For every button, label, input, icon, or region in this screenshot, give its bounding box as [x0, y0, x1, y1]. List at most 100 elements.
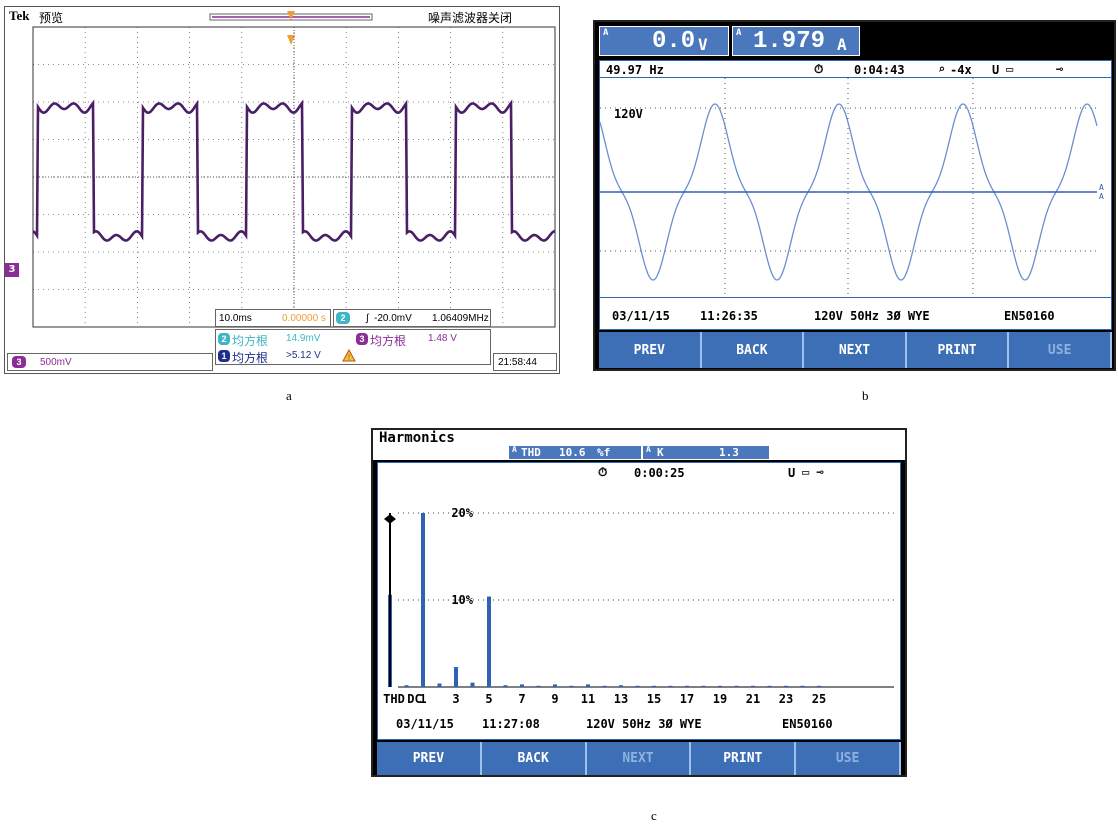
- scope-noise-filter-status: 噪声滤波器关闭: [428, 11, 513, 25]
- k-label: K: [657, 446, 664, 459]
- tick-label-23: 23: [779, 692, 793, 706]
- zoom-value: -4x: [950, 63, 972, 77]
- plug-icon: ⊸: [1056, 62, 1064, 76]
- oscilloscope-panel: Tek 预览 噪声滤波器关闭 3 10.0ms 0.00000 s 2 ∫ -2…: [4, 6, 560, 374]
- back-button[interactable]: BACK: [481, 742, 587, 775]
- tick-label-thd: THD: [383, 692, 405, 706]
- waveform-screen: 49.97 Hz ⏱ 0:04:43 ⌕ -4x U ▭ ⊸ 120V A A …: [599, 60, 1112, 330]
- screen-divider: [600, 77, 1111, 78]
- use-button[interactable]: USE: [796, 742, 901, 775]
- harmonics-screen: ⏱ 0:00:25 U ▭ ⊸ 10% 20% THD DC 1 3 5 7 9 11 13 15 1…: [377, 462, 901, 740]
- gridline-label-10: 10%: [451, 593, 473, 607]
- back-button[interactable]: BACK: [701, 332, 805, 368]
- warning-triangle-icon: !: [342, 349, 356, 362]
- channel-3-scale-readout[interactable]: 3 500mV: [7, 353, 213, 371]
- meas-ch3-chip: 3: [356, 333, 368, 345]
- frequency-value: 49.97 Hz: [606, 63, 664, 77]
- voltage-trace: [600, 103, 1098, 281]
- voltage-unit: V: [698, 35, 708, 54]
- trigger-frequency: 1.06409MHz: [432, 313, 489, 324]
- harmonics-standard: EN50160: [782, 717, 833, 731]
- meas-ch3-label: 均方根: [370, 334, 407, 348]
- next-button[interactable]: NEXT: [804, 332, 907, 368]
- thd-value: 10.6: [559, 446, 586, 459]
- harmonic-bar-23: [784, 685, 788, 687]
- harmonics-bar-chart: 10%20% THD DC1 3 5 7 9 11 13 15 17 19 21 23 25: [383, 506, 894, 706]
- caption-a: a: [286, 388, 292, 403]
- tick-label-5: 5: [485, 692, 492, 706]
- next-button[interactable]: NEXT: [586, 742, 692, 775]
- harmonic-bar-19: [718, 685, 722, 687]
- softkey-row: PREV BACK NEXT PRINT USE: [599, 332, 1112, 368]
- footer-config: 120V 50Hz 3Ø WYE: [814, 309, 930, 323]
- svg-text:!: !: [347, 353, 350, 362]
- harmonic-bar-3: [454, 666, 458, 687]
- current-reading-box: A 1.979 A: [732, 26, 860, 56]
- trigger-slope-icon: ∫: [366, 313, 369, 324]
- battery-icon: ▭ ⊸: [802, 465, 824, 479]
- clock-icon: ⏱: [814, 62, 824, 76]
- thd-label: THD: [521, 446, 541, 459]
- trigger-marker-icon: [287, 35, 295, 45]
- meas-ch1-label: 均方根: [232, 351, 269, 365]
- clock-readout: 21:58:44: [493, 353, 557, 371]
- harmonic-bar-10: [569, 685, 574, 687]
- meas-ch1-value: >5.12 V: [286, 350, 321, 361]
- k-phase-badge: A: [646, 445, 651, 454]
- harmonic-bar-7: [520, 684, 524, 687]
- tick-label-21: 21: [746, 692, 760, 706]
- voltage-waveform-plot: A A: [600, 78, 1104, 297]
- fluke-scope-panel: A 0.0 V A 1.979 A 49.97 Hz ⏱ 0:04:43 ⌕ -…: [593, 20, 1116, 371]
- harmonic-bar-8: [536, 685, 541, 687]
- harmonic-bar-17: [685, 685, 689, 687]
- harmonics-status-flags: U: [788, 466, 796, 480]
- harmonic-bar-dc: [404, 685, 409, 687]
- cursor-arrows-icon: [384, 515, 396, 523]
- voltage-reading-box: A 0.0 V: [599, 26, 729, 56]
- voltage-value: 0.0: [652, 28, 696, 55]
- harmonic-bar-13: [619, 685, 623, 687]
- scope-mode: 预览: [39, 11, 64, 25]
- harmonics-time: 11:27:08: [482, 717, 540, 731]
- trace-label-bottom: A: [1099, 192, 1104, 201]
- thd-phase-badge: A: [512, 445, 517, 454]
- tick-label-7: 7: [518, 692, 525, 706]
- meas-ch1-chip: 1: [218, 350, 230, 362]
- timebase-readout[interactable]: 10.0ms 0.00000 s: [215, 309, 331, 327]
- scope-waveform-display: [32, 11, 556, 328]
- status-flags: U: [992, 63, 1000, 77]
- harmonic-bar-1: [421, 513, 425, 687]
- meas-ch2-value: 14.9mV: [286, 333, 321, 344]
- clock-value: 21:58:44: [498, 357, 537, 368]
- channel-3-trace: [32, 99, 556, 242]
- meas-ch3-value: 1.48 V: [428, 333, 457, 344]
- timebase-value: 10.0ms: [219, 313, 252, 324]
- voltage-phase-badge: A: [603, 28, 609, 38]
- channel-3-ground-marker[interactable]: 3: [5, 263, 19, 277]
- harmonic-bar-5: [487, 596, 491, 687]
- harmonics-config: 120V 50Hz 3Ø WYE: [586, 717, 702, 731]
- tick-label-9: 9: [551, 692, 558, 706]
- harmonic-bar-6: [503, 685, 508, 687]
- caption-c: c: [651, 808, 657, 823]
- use-button[interactable]: USE: [1009, 332, 1112, 368]
- tick-label-13: 13: [614, 692, 628, 706]
- zoom-icon: ⌕: [938, 62, 946, 76]
- harmonics-date: 03/11/15: [396, 717, 454, 731]
- trace-label-top: A: [1099, 183, 1104, 192]
- current-phase-badge: A: [736, 28, 742, 38]
- harmonic-bar-24: [800, 685, 805, 687]
- trigger-source-chip: 2: [336, 312, 350, 324]
- horizontal-offset: 0.00000 s: [282, 313, 326, 324]
- print-button[interactable]: PRINT: [906, 332, 1010, 368]
- current-unit: A: [837, 35, 847, 54]
- harmonic-bar-22: [767, 685, 772, 687]
- tick-label-19: 19: [713, 692, 727, 706]
- trigger-readout[interactable]: 2 ∫ -20.0mV 1.06409MHz: [333, 309, 491, 327]
- prev-button[interactable]: PREV: [377, 742, 482, 775]
- prev-button[interactable]: PREV: [599, 332, 702, 368]
- gridline-label-20: 20%: [451, 506, 473, 520]
- clock-icon: ⏱: [598, 465, 608, 479]
- print-button[interactable]: PRINT: [691, 742, 797, 775]
- trigger-position-icon: [287, 11, 295, 20]
